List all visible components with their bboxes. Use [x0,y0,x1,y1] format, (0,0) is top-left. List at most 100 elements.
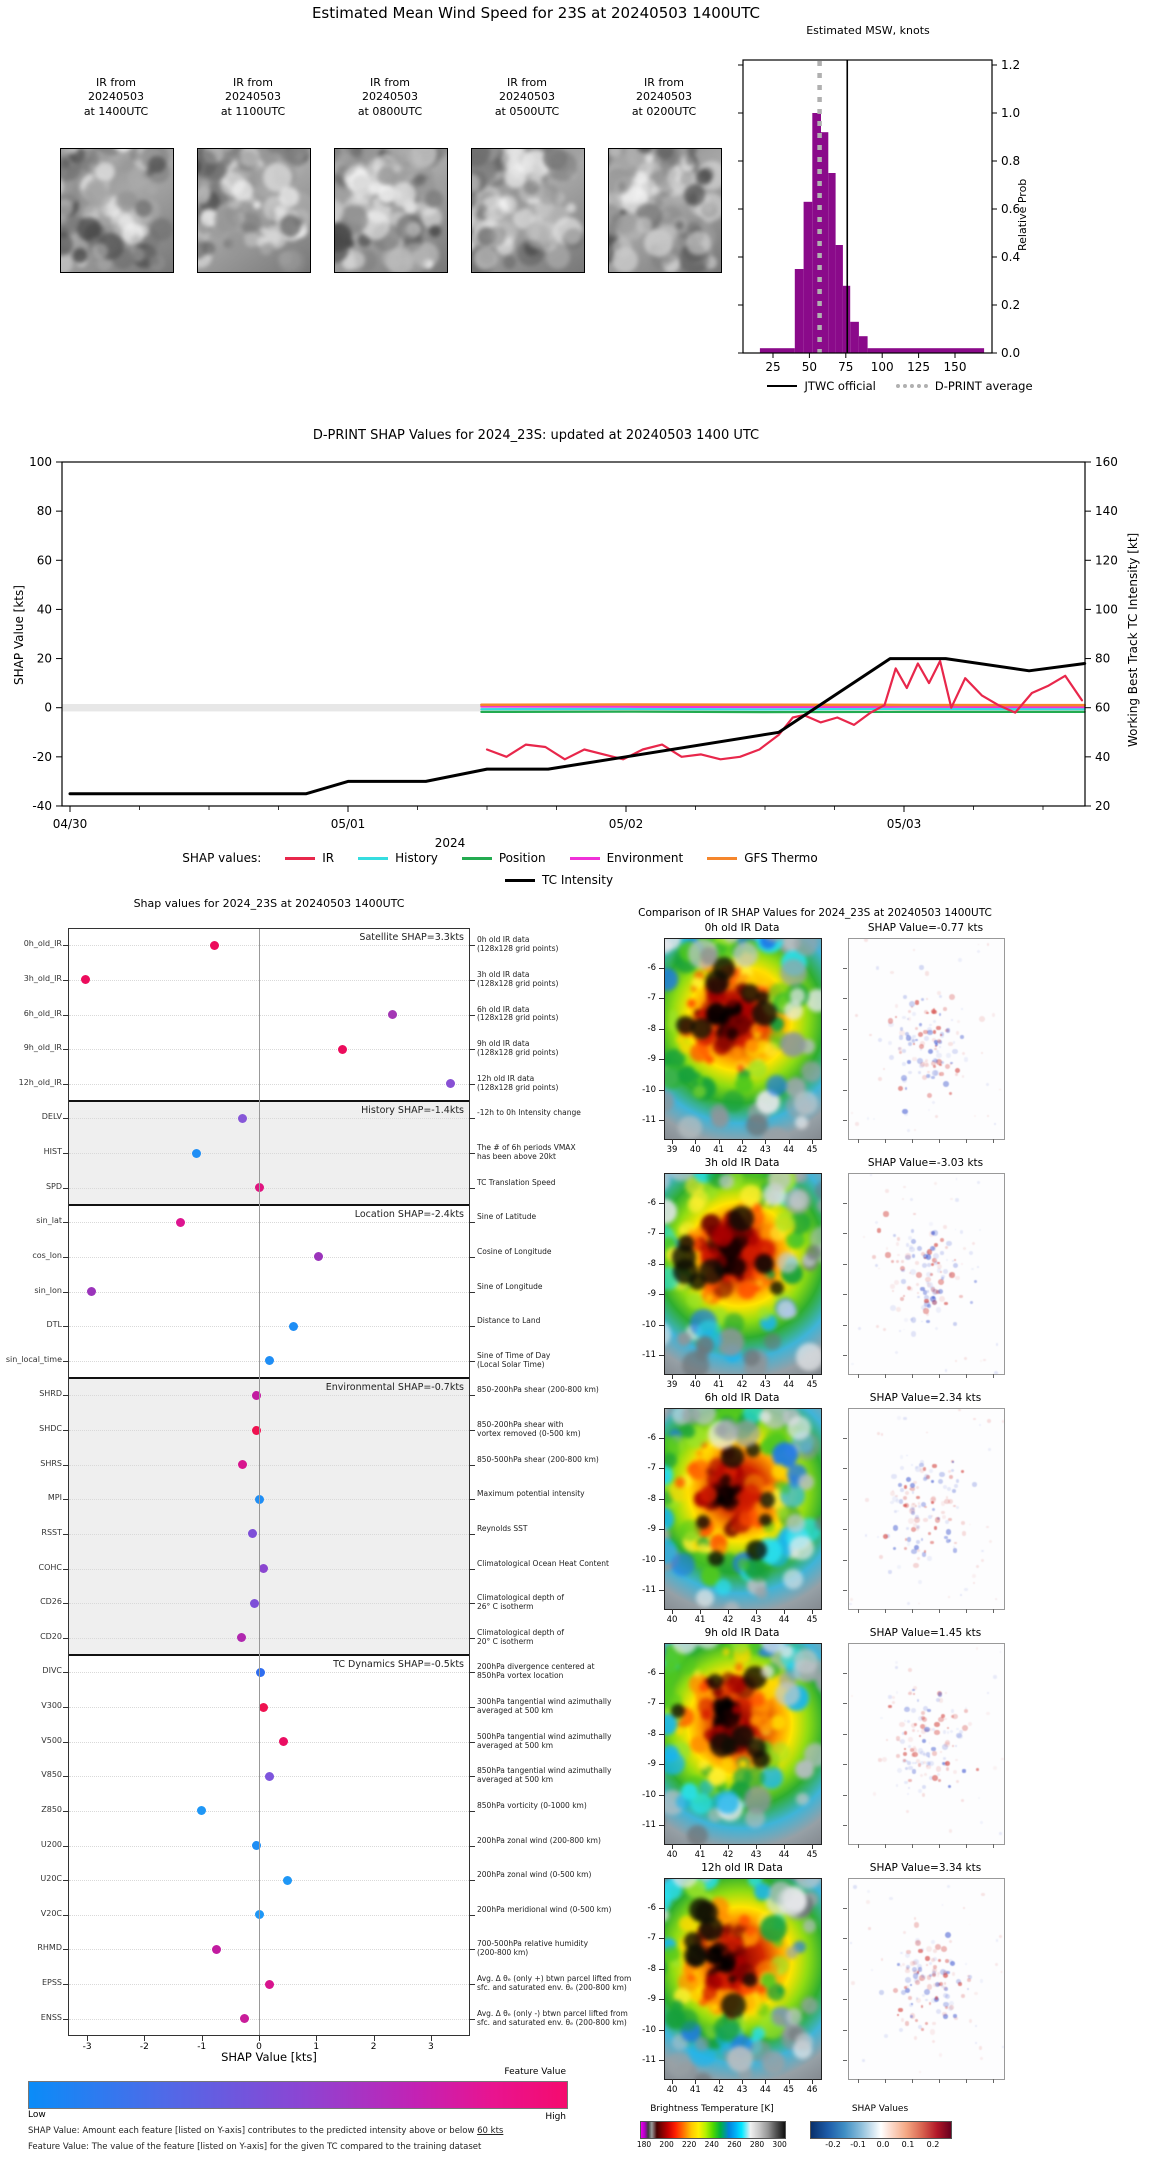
dotplot-feature-desc: Distance to Land [477,1316,541,1326]
dotplot-right-tick [470,1603,475,1605]
texture-blob [890,970,895,975]
texture-blob [925,997,928,1001]
texture-blob [911,1707,917,1714]
dotplot-feature-desc: 850hPa tangential wind azimuthally avera… [477,1766,612,1785]
texture-blob [913,1748,918,1753]
texture-blob [936,1290,940,1294]
texture-blob [944,1958,949,1963]
texture-blob [898,1029,905,1036]
ir-xtick [756,1844,757,1849]
texture-blob [924,971,929,976]
texture-blob [908,1272,911,1275]
texture-blob [686,1292,702,1308]
texture-blob [917,1071,921,1074]
texture-blob [945,1538,950,1544]
ir-xtick [784,1609,785,1614]
texture-blob [919,1022,923,1026]
dotplot-gridline [69,1049,469,1051]
texture-blob [758,1306,772,1320]
ir-ytick [659,1468,664,1470]
texture-blob [923,1308,929,1314]
texture-blob [861,2059,865,2062]
histogram-ytick-label: 0.0 [1001,346,1020,360]
texture-blob [789,1212,812,1234]
texture-blob [686,1974,695,1983]
texture-blob [912,1762,915,1765]
dotplot-feature-desc: 12h old IR data (128x128 grid points) [477,1073,559,1092]
texture-blob [948,2005,954,2011]
shap-speckle-texture [849,1879,1004,2079]
texture-blob [941,1277,945,1281]
texture-blob [950,1469,954,1473]
ir-xtick-label: 39 [666,1380,678,1390]
texture-blob [952,1460,955,1463]
texture-blob [771,1715,786,1731]
shap-panel-ytick [843,1438,847,1439]
texture-blob [901,1198,904,1201]
jtwc-line-swatch [767,385,798,387]
texture-blob [910,1317,917,1323]
texture-blob [904,1976,911,1983]
texture-blob [926,1313,930,1317]
dotplot-right-tick [470,1914,475,1916]
texture-blob [743,1786,772,1815]
ir-panel-title: 9h old IR Data [704,1627,780,1639]
shap-panel-ytick [843,1999,847,2001]
texture-blob [816,1198,821,1213]
ir-xtick-label: 45 [806,1850,818,1860]
texture-blob [920,1715,926,1721]
texture-blob [911,1490,915,1494]
bt-colorbar-tick-label: 300 [772,2140,787,2149]
texture-blob [727,1674,747,1694]
texture-blob [981,1559,984,1562]
texture-blob [968,2019,973,2024]
texture-blob [764,1333,782,1351]
texture-blob [870,1174,873,1177]
texture-blob [971,1268,974,1271]
texture-blob [679,172,693,185]
texture-blob [946,1259,949,1262]
texture-blob [943,1535,948,1540]
texture-blob [776,1300,796,1319]
texture-blob [682,1409,701,1424]
texture-blob [926,1282,933,1289]
timeseries-legend-item: GFS Thermo [707,851,818,865]
texture-blob [889,1055,894,1061]
texture-blob [91,242,109,260]
dprint-dotted-swatch [895,384,928,388]
ir-xtick [788,1374,790,1379]
texture-blob [249,166,268,185]
dotplot-xtick [87,2036,89,2041]
texture-blob [902,1930,906,1935]
shap-panel-ytick [843,1028,847,1030]
texture-blob [719,1174,735,1190]
texture-blob [472,217,485,232]
texture-blob [918,2071,922,2074]
texture-blob [739,1760,747,1769]
texture-blob [665,939,682,951]
texture-blob [915,1997,919,2000]
texture-blob [950,1709,954,1713]
texture-blob [922,1061,929,1067]
texture-blob [665,1907,670,1923]
texture-blob [925,1764,928,1767]
shap-panel-xtick [858,1844,859,1848]
texture-blob [911,1239,917,1245]
texture-blob [794,1879,821,1890]
texture-blob [931,1300,938,1306]
ir-xtick [672,2079,673,2084]
texture-blob [924,1988,931,1995]
dotplot-gridline [69,1637,469,1639]
ir-ytick [659,1559,664,1561]
texture-blob [961,1521,966,1526]
texture-blob [913,1977,919,1983]
texture-blob [753,1283,761,1292]
ir-thumbnail-image [60,148,174,273]
texture-blob [938,1040,943,1045]
texture-blob [759,1513,772,1527]
dotplot-left-tick [63,1291,68,1293]
ir-xtick-label: 45 [806,1615,818,1625]
texture-blob [675,1477,686,1488]
ir-xtick [742,2079,743,2084]
ir-xtick [812,2079,813,2084]
